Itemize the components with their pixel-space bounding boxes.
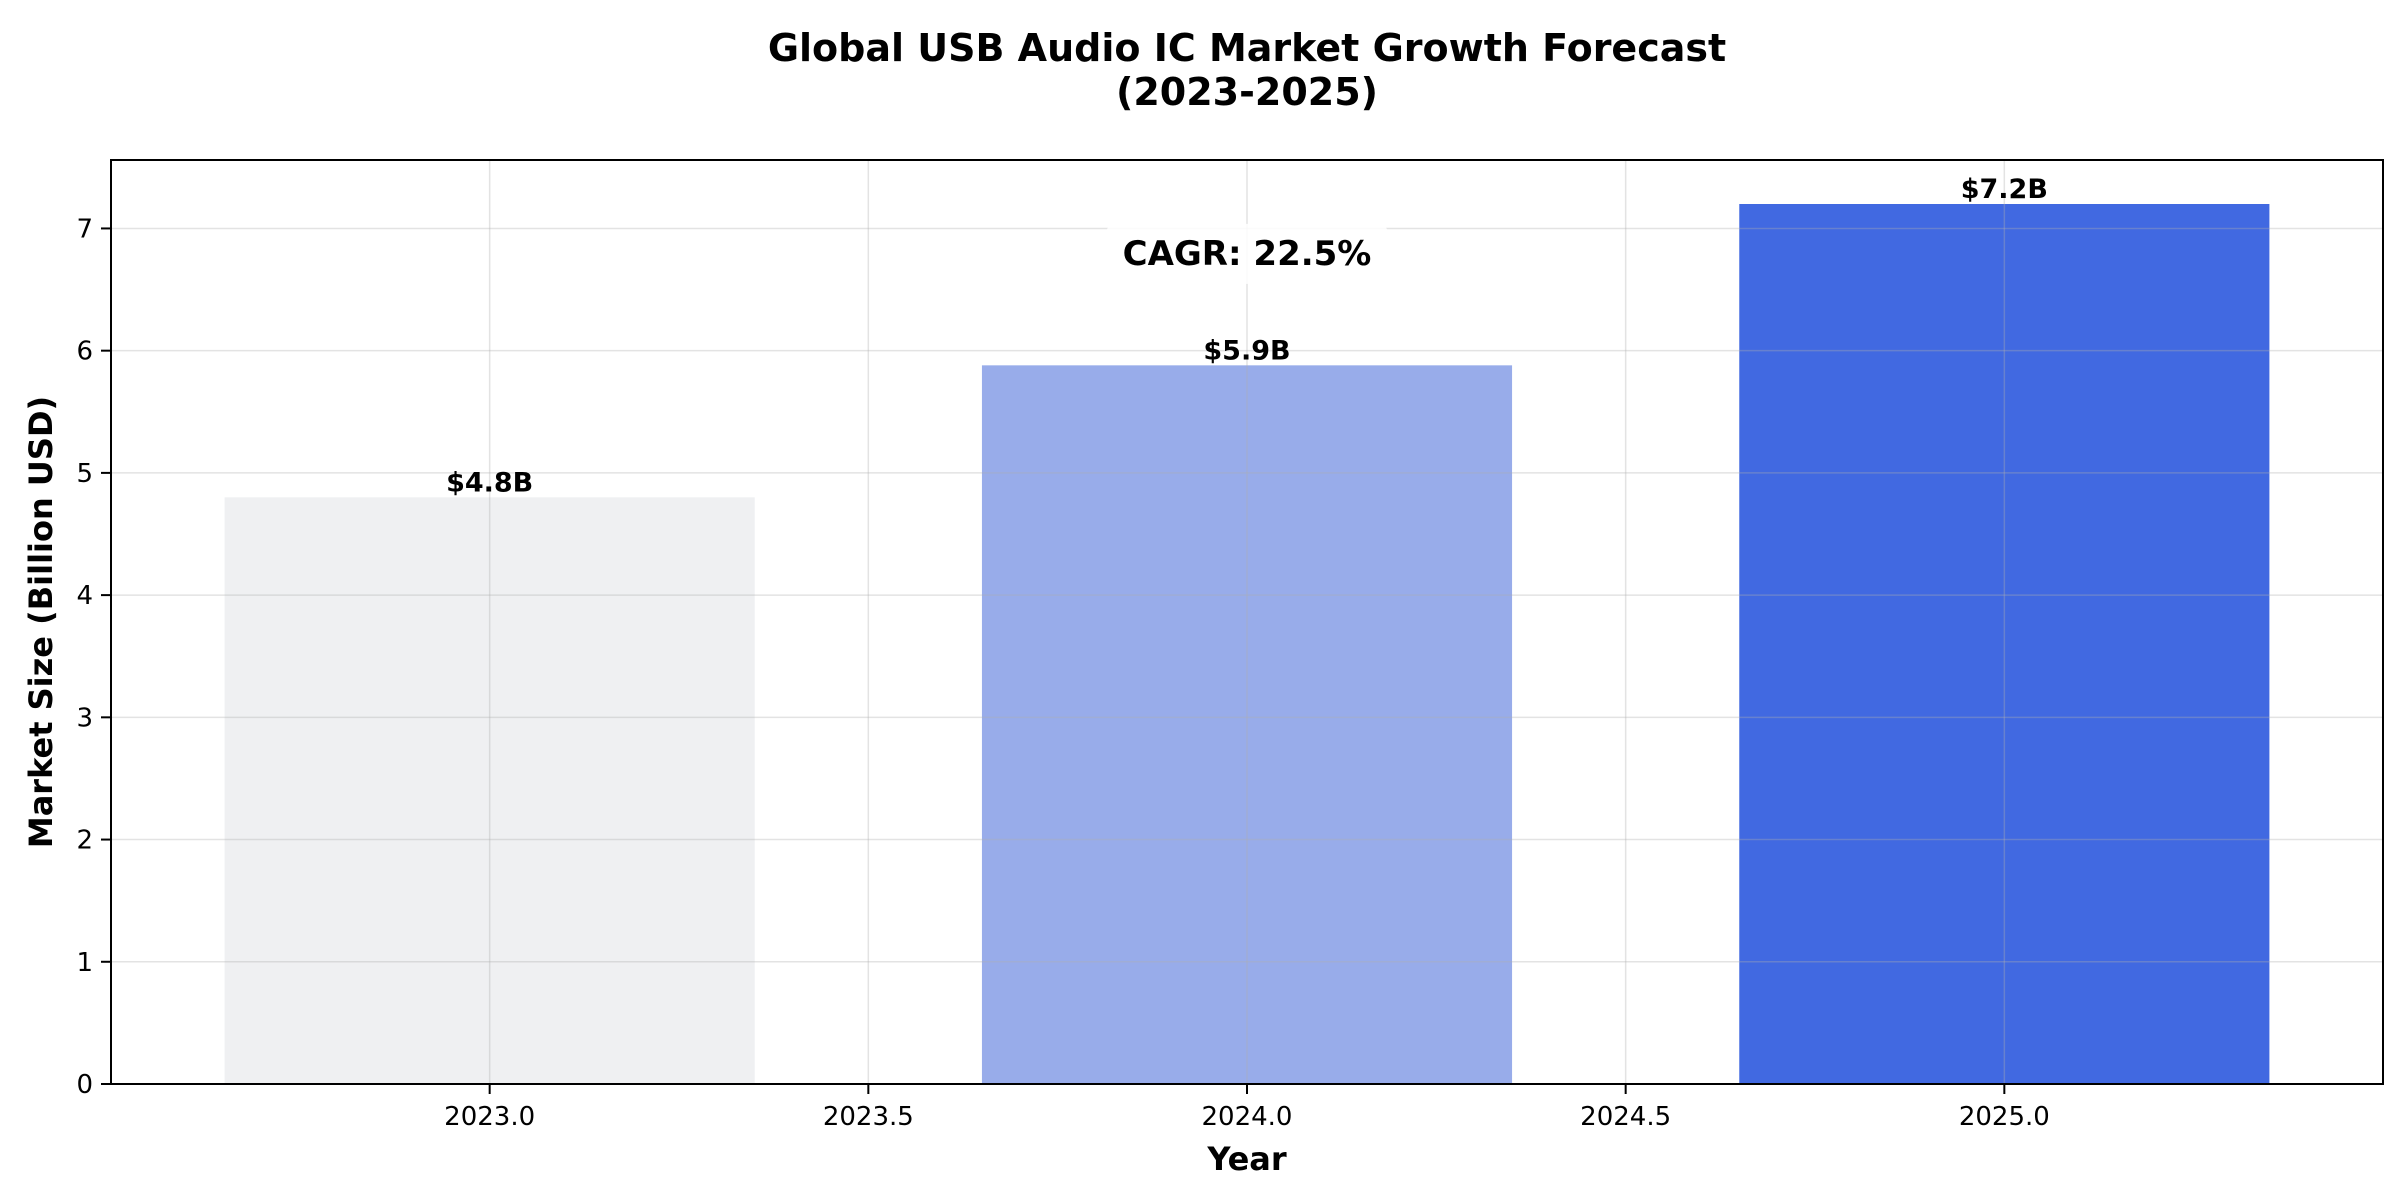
chart-title-line: (2023-2025) <box>1116 70 1378 114</box>
bar-2024.0 <box>981 365 1513 1084</box>
annotations: CAGR: 22.5% <box>1106 223 1388 284</box>
y-tick-label: 6 <box>76 337 93 367</box>
x-tick-label: 2023.0 <box>444 1102 535 1132</box>
y-tick-label: 2 <box>76 826 93 856</box>
bar-2025.0 <box>1739 204 2270 1084</box>
chart-title-line: Global USB Audio IC Market Growth Foreca… <box>768 26 1726 70</box>
bar-value-label: $7.2B <box>1961 174 2048 205</box>
x-axis-label: Year <box>1206 1140 1287 1178</box>
y-tick-label: 0 <box>76 1070 93 1100</box>
y-tick-label: 1 <box>76 948 93 978</box>
cagr-annotation: CAGR: 22.5% <box>1106 223 1388 284</box>
bar-2023.0 <box>224 497 755 1084</box>
x-tick-label: 2024.0 <box>1202 1102 1293 1132</box>
cagr-annotation-box <box>1106 223 1388 284</box>
cagr-annotation-text: CAGR: 22.5% <box>1123 234 1372 274</box>
y-tick-label: 3 <box>76 703 93 733</box>
x-tick-label: 2024.5 <box>1580 1102 1671 1132</box>
bars <box>224 204 2270 1084</box>
axis-ticks: 0 1 2 3 4 5 6 7 2023.0 2023.5 2024.0 2024.5 2025.0 <box>76 214 2049 1132</box>
y-tick-label: 7 <box>76 214 93 244</box>
bar-value-label: $4.8B <box>446 467 533 498</box>
x-tick-label: 2023.5 <box>823 1102 914 1132</box>
data-labels: $4.8B $5.9B $7.2B <box>446 174 2048 498</box>
y-tick-label: 4 <box>76 581 93 611</box>
y-axis-label: Market Size (Billion USD) <box>22 396 60 848</box>
x-tick-label: 2025.0 <box>1959 1102 2050 1132</box>
bar-value-label: $5.9B <box>1203 335 1290 366</box>
y-tick-label: 5 <box>76 459 93 489</box>
chart-title: Global USB Audio IC Market Growth Foreca… <box>768 26 1726 114</box>
